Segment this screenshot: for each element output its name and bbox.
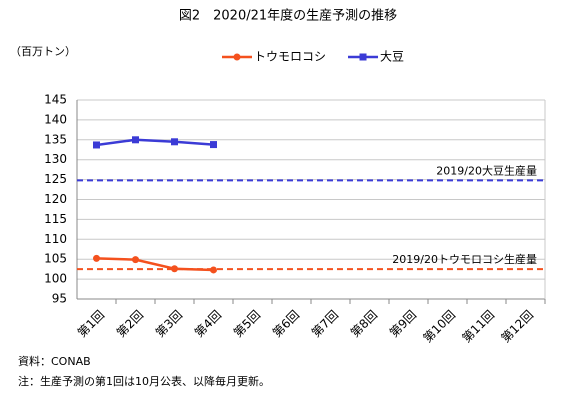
y-tick-label: 105 (44, 252, 67, 266)
y-tick-label: 110 (44, 232, 67, 246)
x-tick-label: 第1回 (75, 308, 107, 340)
legend-marker (233, 53, 241, 61)
y-tick-label: 100 (44, 272, 67, 286)
point (93, 141, 100, 149)
x-tick-label: 第8回 (348, 308, 380, 340)
point (210, 266, 217, 274)
y-tick-label: 135 (44, 132, 67, 146)
x-tick-label: 第11回 (459, 308, 497, 346)
y-axis-label: （百万トン） (10, 45, 76, 58)
x-tick-label: 第2回 (114, 308, 146, 340)
y-tick-label: 145 (44, 93, 67, 107)
point (93, 254, 100, 262)
chart-title: 図2 2020/21年度の生産予測の推移 (179, 8, 397, 24)
point (132, 136, 139, 144)
point (171, 265, 178, 273)
legend-label: 大豆 (380, 50, 404, 64)
series-line (96, 138, 214, 147)
point (171, 138, 178, 146)
point (132, 256, 139, 264)
x-tick-label: 第10回 (420, 308, 458, 346)
y-tick-label: 115 (44, 212, 67, 226)
x-tick-label: 第12回 (498, 308, 536, 346)
x-tick-label: 第4回 (192, 308, 224, 340)
note: 注：生産予測の第1回は10月公表、以降毎月更新。 (18, 374, 270, 388)
y-tick-label: 120 (44, 192, 67, 206)
x-tick-label: 第3回 (153, 308, 185, 340)
y-tick-label: 125 (44, 172, 67, 186)
y-tick-label: 130 (44, 152, 67, 166)
note: 資料：CONAB (18, 354, 91, 368)
reference-label: 2019/20大豆生産量 (436, 163, 537, 177)
x-tick-label: 第6回 (270, 308, 302, 340)
reference-label: 2019/20トウモロコシ生産量 (392, 252, 537, 266)
x-tick-label: 第5回 (231, 308, 263, 340)
series-line (96, 257, 214, 272)
x-tick-label: 第9回 (387, 308, 419, 340)
x-tick-label: 第7回 (309, 308, 341, 340)
point (210, 141, 217, 149)
legend-label: トウモロコシ (254, 50, 326, 64)
y-tick-label: 95 (52, 292, 67, 306)
y-tick-label: 140 (44, 112, 67, 126)
legend-marker (359, 53, 367, 61)
